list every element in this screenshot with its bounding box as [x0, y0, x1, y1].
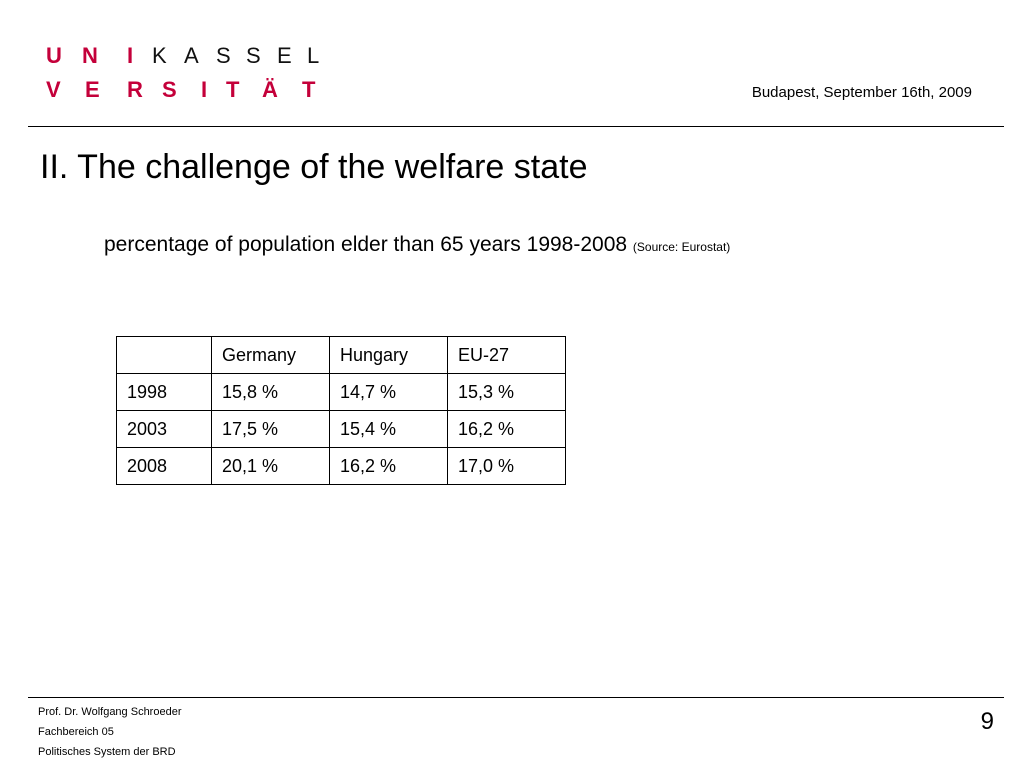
- source-note: (Source: Eurostat): [632, 240, 731, 254]
- table-cell: 15,8 %: [211, 373, 330, 411]
- table-row: 2003 17,5 % 15,4 % 16,2 %: [116, 410, 566, 448]
- table-cell: 17,5 %: [211, 410, 330, 448]
- table-header-cell: Hungary: [329, 336, 448, 374]
- logo-letter: U: [46, 43, 62, 68]
- table-cell: 17,0 %: [447, 447, 566, 485]
- header-divider: [28, 126, 1004, 127]
- logo-letter: E: [277, 43, 292, 68]
- footer-author: Prof. Dr. Wolfgang Schroeder: [38, 706, 182, 718]
- logo-letter: K: [152, 43, 167, 68]
- logo-letter: I: [201, 77, 208, 102]
- page-number: 9: [980, 708, 994, 735]
- footer-divider: [28, 697, 1004, 698]
- footer-course: Politisches System der BRD: [38, 746, 176, 758]
- table-cell: 20,1 %: [211, 447, 330, 485]
- header-date: Budapest, September 16th, 2009: [751, 84, 972, 101]
- table-cell: 14,7 %: [329, 373, 448, 411]
- table-header-cell: Germany: [211, 336, 330, 374]
- slide-title: II. The challenge of the welfare state: [40, 148, 588, 186]
- logo-letter: S: [246, 43, 261, 68]
- table-header-cell: [116, 336, 212, 374]
- table-cell-year: 2008: [116, 447, 212, 485]
- table-cell-year: 2003: [116, 410, 212, 448]
- logo-letter: L: [307, 43, 320, 68]
- table-header-cell: EU-27: [447, 336, 566, 374]
- logo-letter: T: [226, 77, 240, 102]
- logo-letter: R: [127, 77, 143, 102]
- logo-letter: Ä: [262, 77, 278, 102]
- logo-letter: T: [302, 77, 316, 102]
- subtitle-text: percentage of population elder than 65 y…: [104, 233, 628, 256]
- logo-letter: S: [216, 43, 231, 68]
- footer-department: Fachbereich 05: [38, 726, 114, 738]
- table-cell-year: 1998: [116, 373, 212, 411]
- logo-letter: A: [184, 43, 199, 68]
- logo-letter: E: [85, 77, 100, 102]
- table-cell: 15,3 %: [447, 373, 566, 411]
- logo-letter: V: [46, 77, 61, 102]
- table-row: 2008 20,1 % 16,2 % 17,0 %: [116, 447, 566, 485]
- logo-letter: I: [127, 43, 134, 68]
- population-table: Germany Hungary EU-27 1998 15,8 % 14,7 %…: [116, 336, 566, 485]
- table-row: 1998 15,8 % 14,7 % 15,3 %: [116, 373, 566, 411]
- table-header-row: Germany Hungary EU-27: [116, 336, 566, 374]
- table-cell: 16,2 %: [447, 410, 566, 448]
- table-cell: 16,2 %: [329, 447, 448, 485]
- logo-letter: N: [82, 43, 98, 68]
- table-cell: 15,4 %: [329, 410, 448, 448]
- logo-letter: S: [162, 77, 177, 102]
- slide-subtitle: percentage of population elder than 65 y…: [104, 231, 730, 261]
